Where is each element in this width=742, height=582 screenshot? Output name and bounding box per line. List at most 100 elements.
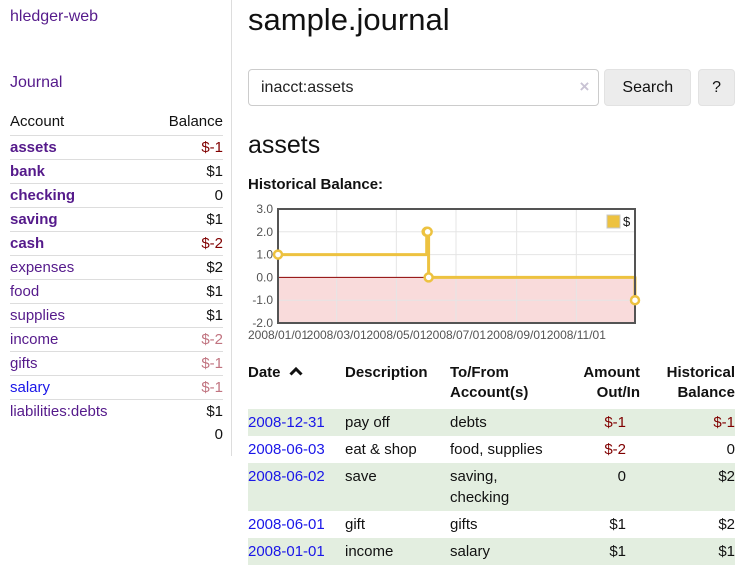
transaction-balance: $2	[718, 516, 735, 533]
sidebar: hledger-web Journal Account Balance asse…	[0, 0, 232, 456]
register-header-balance: Historical Balance	[666, 364, 735, 401]
svg-text:-2.0: -2.0	[252, 316, 273, 330]
clear-search-icon[interactable]: ×	[579, 77, 590, 96]
account-row: salary $-1	[10, 375, 223, 400]
account-balance: $1	[146, 279, 223, 304]
transaction-accounts: gifts	[450, 516, 478, 533]
search-input[interactable]	[248, 69, 600, 106]
account-balance: $1	[146, 159, 223, 184]
account-row: checking 0	[10, 183, 223, 208]
svg-text:2008/09/01: 2008/09/01	[487, 328, 547, 342]
account-balance: $-2	[146, 231, 223, 256]
search-form: × Search ?	[248, 69, 735, 106]
register-row[interactable]: 2008-06-03 eat & shop food, supplies $-2…	[248, 436, 735, 463]
account-heading: assets	[248, 131, 321, 159]
accounts-header-balance: Balance	[146, 109, 223, 136]
register-header-date[interactable]: Date	[248, 363, 345, 409]
transaction-description: income	[345, 538, 450, 565]
account-row: cash $-2	[10, 231, 223, 256]
transaction-balance: 0	[726, 441, 735, 458]
help-button[interactable]: ?	[698, 69, 735, 106]
svg-text:0.0: 0.0	[256, 270, 273, 284]
transaction-accounts: debts	[450, 409, 572, 436]
register-row[interactable]: 2008-06-02 save saving, checking 0 $2	[248, 463, 735, 511]
account-row: gifts $-1	[10, 351, 223, 376]
accounts-table: Account Balance assets $-1 bank $1 check…	[10, 109, 223, 446]
transaction-date-link[interactable]: 2008-06-03	[248, 441, 325, 458]
account-link-gifts[interactable]: gifts	[10, 355, 38, 372]
account-link-checking[interactable]: checking	[10, 187, 76, 204]
chart-container: $3.0 2.0 1.0 0.0 -1.0 -2.0 2008/01/01 2008/03/0…	[248, 203, 735, 345]
transaction-date-link[interactable]: 2008-12-31	[248, 414, 325, 431]
account-row: saving $1	[10, 207, 223, 232]
transaction-amount: $-1	[572, 409, 640, 436]
register-header-description: Description	[345, 364, 428, 381]
account-link-supplies[interactable]: supplies	[10, 307, 66, 324]
account-balance: $1	[146, 303, 223, 328]
account-link-food[interactable]: food	[10, 283, 40, 300]
transaction-date-link[interactable]: 2008-01-01	[248, 543, 325, 560]
account-row: expenses $2	[10, 255, 223, 280]
account-link-bank[interactable]: bank	[10, 163, 46, 180]
account-link-saving[interactable]: saving	[10, 211, 58, 228]
account-balance: $-1	[201, 139, 223, 156]
transaction-description: eat & shop	[345, 441, 417, 458]
account-row: bank $1	[10, 159, 223, 184]
transaction-date-link[interactable]: 2008-06-01	[248, 516, 325, 533]
svg-text:2008/05/01: 2008/05/01	[366, 328, 426, 342]
page-title: sample.journal	[248, 2, 450, 37]
svg-text:1.0: 1.0	[256, 248, 273, 262]
svg-text:2.0: 2.0	[256, 225, 273, 239]
transaction-date-link[interactable]: 2008-06-02	[248, 468, 325, 485]
transaction-amount: 0	[572, 463, 640, 511]
svg-text:3.0: 3.0	[256, 203, 273, 216]
account-balance: $-2	[146, 327, 223, 352]
transaction-accounts: saving, checking	[450, 463, 572, 511]
register-header-date-label: Date	[248, 364, 281, 381]
svg-text:2008/03/01: 2008/03/01	[307, 328, 367, 342]
transaction-accounts: food, supplies	[450, 441, 543, 458]
account-link-expenses[interactable]: expenses	[10, 259, 75, 276]
sidebar-item-journal[interactable]: Journal	[10, 74, 63, 91]
historical-balance-chart: $3.0 2.0 1.0 0.0 -1.0 -2.02008/01/012008/03/0…	[248, 203, 641, 342]
register-row[interactable]: 2008-06-01 gift gifts $1 $2	[248, 511, 735, 538]
accounts-total-balance: 0	[214, 426, 223, 443]
transaction-amount: $1	[572, 538, 640, 565]
account-balance: $1	[146, 399, 223, 423]
svg-text:$: $	[623, 214, 631, 229]
account-balance: $2	[146, 255, 223, 280]
svg-text:2008/11/01: 2008/11/01	[547, 328, 606, 342]
account-link-assets[interactable]: assets	[10, 139, 57, 156]
transaction-balance: $1	[640, 538, 735, 565]
account-link-income[interactable]: income	[10, 331, 59, 348]
register-table: Date Description To/From Account(s) Amou…	[248, 363, 735, 565]
main-content: sample.journal × Search ? assets Histori…	[248, 0, 735, 565]
register-header-amount: Amount Out/In	[583, 364, 640, 401]
accounts-header-account: Account	[10, 109, 147, 136]
account-balance: $1	[146, 207, 223, 232]
transaction-amount: $1	[609, 516, 626, 533]
transaction-description: pay off	[345, 409, 450, 436]
transaction-description: save	[345, 463, 450, 511]
app-brand-link[interactable]: hledger-web	[10, 8, 99, 25]
sort-ascending-icon	[289, 364, 303, 381]
register-row[interactable]: 2008-12-31 pay off debts $-1 $-1	[248, 409, 735, 436]
accounts-total-row: 0	[10, 423, 223, 446]
account-row: liabilities:debts $1	[10, 399, 223, 423]
svg-text:2008/01/01: 2008/01/01	[248, 328, 308, 342]
transaction-amount: $-2	[604, 441, 626, 458]
transaction-description: gift	[345, 516, 366, 533]
account-row: income $-2	[10, 327, 223, 352]
search-button[interactable]: Search	[604, 69, 692, 106]
account-link-liabilities-debts[interactable]: liabilities:debts	[10, 403, 108, 420]
account-balance: $-1	[146, 351, 223, 376]
chart-heading: Historical Balance:	[248, 176, 384, 193]
account-balance: $-1	[146, 375, 223, 400]
transaction-accounts: salary	[450, 538, 572, 565]
register-row[interactable]: 2008-01-01 income salary $1 $1	[248, 538, 735, 565]
svg-text:-1.0: -1.0	[252, 293, 273, 307]
account-row: assets $-1	[10, 136, 223, 160]
account-link-cash[interactable]: cash	[10, 235, 45, 252]
account-link-salary[interactable]: salary	[10, 379, 51, 396]
transaction-balance: $-1	[640, 409, 735, 436]
